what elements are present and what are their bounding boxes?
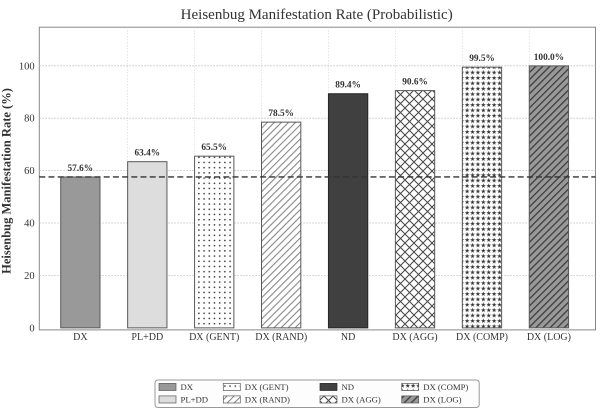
svg-text:DX (RAND): DX (RAND): [255, 332, 307, 343]
svg-text:99.5%: 99.5%: [469, 54, 495, 64]
svg-text:57.6%: 57.6%: [68, 164, 94, 174]
svg-text:DX (RAND): DX (RAND): [245, 395, 290, 405]
svg-text:100: 100: [19, 61, 35, 72]
svg-text:ND: ND: [341, 332, 355, 343]
svg-text:DX (GENT): DX (GENT): [245, 382, 289, 392]
svg-text:20: 20: [24, 271, 35, 282]
svg-text:63.4%: 63.4%: [135, 149, 161, 159]
svg-text:89.4%: 89.4%: [335, 81, 361, 91]
svg-text:0: 0: [29, 324, 34, 335]
svg-text:DX (GENT): DX (GENT): [189, 332, 239, 343]
svg-text:78.5%: 78.5%: [268, 109, 294, 119]
svg-text:80: 80: [24, 114, 35, 125]
svg-text:DX: DX: [181, 382, 194, 392]
svg-text:DX (LOG): DX (LOG): [423, 395, 461, 405]
svg-text:PL+DD: PL+DD: [181, 395, 209, 405]
svg-text:65.5%: 65.5%: [201, 143, 227, 153]
svg-text:90.6%: 90.6%: [402, 78, 428, 88]
svg-text:ND: ND: [342, 382, 355, 392]
svg-text:DX (COMP): DX (COMP): [456, 332, 508, 343]
svg-text:40: 40: [24, 219, 35, 230]
svg-text:DX (LOG): DX (LOG): [527, 332, 571, 343]
svg-text:PL+DD: PL+DD: [131, 332, 163, 343]
svg-text:Heisenbug Manifestation Rate (: Heisenbug Manifestation Rate (%): [0, 88, 14, 274]
svg-text:100.0%: 100.0%: [534, 53, 564, 63]
svg-text:DX (COMP): DX (COMP): [423, 382, 468, 392]
svg-text:DX (AGG): DX (AGG): [342, 395, 381, 405]
svg-text:Heisenbug Manifestation Rate (: Heisenbug Manifestation Rate (Probabilis…: [181, 7, 453, 23]
svg-text:DX (AGG): DX (AGG): [392, 332, 437, 343]
svg-text:DX: DX: [73, 332, 88, 343]
svg-text:60: 60: [24, 166, 35, 177]
